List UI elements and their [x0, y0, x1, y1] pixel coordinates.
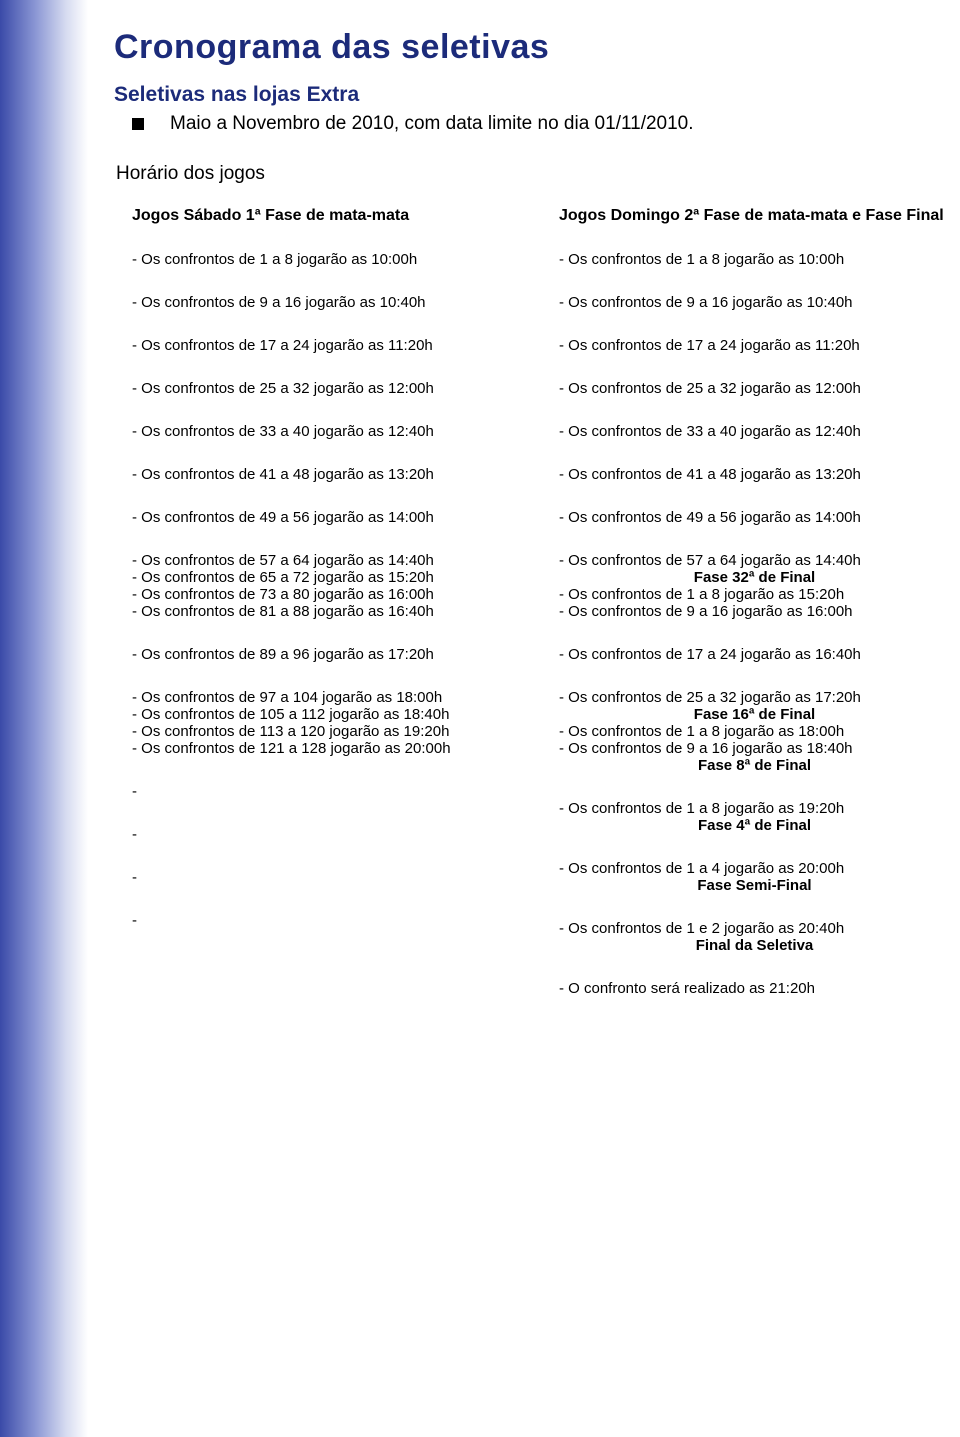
schedule-line: - Os confrontos de 105 a 112 jogarão as … [132, 706, 523, 723]
schedule-line: - [132, 912, 523, 929]
horario-heading: Horário dos jogos [116, 163, 950, 185]
schedule-line: - Os confrontos de 25 a 32 jogarão as 17… [559, 689, 950, 706]
group-gap [132, 440, 523, 466]
group-gap [132, 483, 523, 509]
group-gap [132, 620, 523, 646]
schedule-line: - Os confrontos de 97 a 104 jogarão as 1… [132, 689, 523, 706]
schedule-line: Fase 16ª de Final [559, 706, 950, 723]
schedule-line: - Os confrontos de 41 a 48 jogarão as 13… [559, 466, 950, 483]
schedule-line: - Os confrontos de 33 a 40 jogarão as 12… [132, 423, 523, 440]
group-gap [559, 440, 950, 466]
schedule-line: - Os confrontos de 121 a 128 jogarão as … [132, 740, 523, 757]
schedule-line: - Os confrontos de 17 a 24 jogarão as 16… [559, 646, 950, 663]
schedule-line: - [132, 826, 523, 843]
group-gap [559, 894, 950, 920]
schedule-line: - Os confrontos de 9 a 16 jogarão as 10:… [132, 294, 523, 311]
column-header-sabado: Jogos Sábado 1ª Fase de mata-mata [132, 207, 523, 225]
column-domingo: Jogos Domingo 2ª Fase de mata-mata e Fas… [559, 207, 950, 997]
page-subtitle: Seletivas nas lojas Extra [114, 83, 950, 107]
group-gap [132, 843, 523, 869]
group-gap [559, 354, 950, 380]
bullet-line: Maio a Novembro de 2010, com data limite… [132, 113, 950, 135]
group-gap [559, 834, 950, 860]
square-bullet-icon [132, 118, 144, 130]
schedule-line: - Os confrontos de 89 a 96 jogarão as 17… [132, 646, 523, 663]
page-content: Cronograma das seletivas Seletivas nas l… [88, 0, 960, 1437]
page-title: Cronograma das seletivas [114, 28, 950, 67]
group-gap [132, 268, 523, 294]
group-gap [559, 954, 950, 980]
schedule-line: - Os confrontos de 1 a 4 jogarão as 20:0… [559, 860, 950, 877]
schedule-line: - Os confrontos de 57 a 64 jogarão as 14… [132, 552, 523, 569]
schedule-line: - Os confrontos de 1 a 8 jogarão as 10:0… [559, 251, 950, 268]
schedule-line: - Os confrontos de 49 a 56 jogarão as 14… [559, 509, 950, 526]
group-gap [132, 526, 523, 552]
schedule-line: Fase 32ª de Final [559, 569, 950, 586]
schedule-line: - Os confrontos de 41 a 48 jogarão as 13… [132, 466, 523, 483]
schedule-line: - Os confrontos de 1 a 8 jogarão as 10:0… [132, 251, 523, 268]
schedule-line: - [132, 869, 523, 886]
schedule-line: - Os confrontos de 9 a 16 jogarão as 10:… [559, 294, 950, 311]
schedule-line: - Os confrontos de 33 a 40 jogarão as 12… [559, 423, 950, 440]
gradient-sidebar [0, 0, 88, 1437]
schedule-line: - Os confrontos de 65 a 72 jogarão as 15… [132, 569, 523, 586]
column-sabado: Jogos Sábado 1ª Fase de mata-mata - Os c… [132, 207, 523, 997]
group-gap [559, 663, 950, 689]
schedule-line: - Os confrontos de 9 a 16 jogarão as 16:… [559, 603, 950, 620]
schedule-line: - Os confrontos de 49 a 56 jogarão as 14… [132, 509, 523, 526]
schedule-line: Fase Semi-Final [559, 877, 950, 894]
group-gap [559, 268, 950, 294]
group-gap [559, 397, 950, 423]
group-gap [132, 397, 523, 423]
schedule-line: - Os confrontos de 1 e 2 jogarão as 20:4… [559, 920, 950, 937]
schedule-line: - Os confrontos de 113 a 120 jogarão as … [132, 723, 523, 740]
group-gap [132, 886, 523, 912]
schedule-line: Fase 8ª de Final [559, 757, 950, 774]
schedule-line: - Os confrontos de 25 a 32 jogarão as 12… [132, 380, 523, 397]
schedule-line: - Os confrontos de 1 a 8 jogarão as 15:2… [559, 586, 950, 603]
schedule-line: Fase 4ª de Final [559, 817, 950, 834]
schedule-line: - O confronto será realizado as 21:20h [559, 980, 950, 997]
group-gap [132, 663, 523, 689]
schedule-line: - Os confrontos de 17 a 24 jogarão as 11… [132, 337, 523, 354]
group-gap [559, 526, 950, 552]
schedule-line: - [132, 783, 523, 800]
schedule-line: - Os confrontos de 73 a 80 jogarão as 16… [132, 586, 523, 603]
schedule-columns: Jogos Sábado 1ª Fase de mata-mata - Os c… [132, 207, 950, 997]
group-gap [132, 800, 523, 826]
schedule-line: - Os confrontos de 1 a 8 jogarão as 18:0… [559, 723, 950, 740]
schedule-line: - Os confrontos de 57 a 64 jogarão as 14… [559, 552, 950, 569]
group-gap [559, 620, 950, 646]
group-gap [559, 311, 950, 337]
schedule-line: - Os confrontos de 1 a 8 jogarão as 19:2… [559, 800, 950, 817]
group-gap [559, 483, 950, 509]
schedule-line: - Os confrontos de 17 a 24 jogarão as 11… [559, 337, 950, 354]
group-gap [132, 354, 523, 380]
schedule-line: Final da Seletiva [559, 937, 950, 954]
group-gap [132, 757, 523, 783]
schedule-line: - Os confrontos de 25 a 32 jogarão as 12… [559, 380, 950, 397]
column-header-domingo: Jogos Domingo 2ª Fase de mata-mata e Fas… [559, 207, 950, 225]
group-gap [559, 774, 950, 800]
group-gap [132, 311, 523, 337]
schedule-line: - Os confrontos de 9 a 16 jogarão as 18:… [559, 740, 950, 757]
bullet-text: Maio a Novembro de 2010, com data limite… [170, 113, 694, 135]
schedule-line: - Os confrontos de 81 a 88 jogarão as 16… [132, 603, 523, 620]
